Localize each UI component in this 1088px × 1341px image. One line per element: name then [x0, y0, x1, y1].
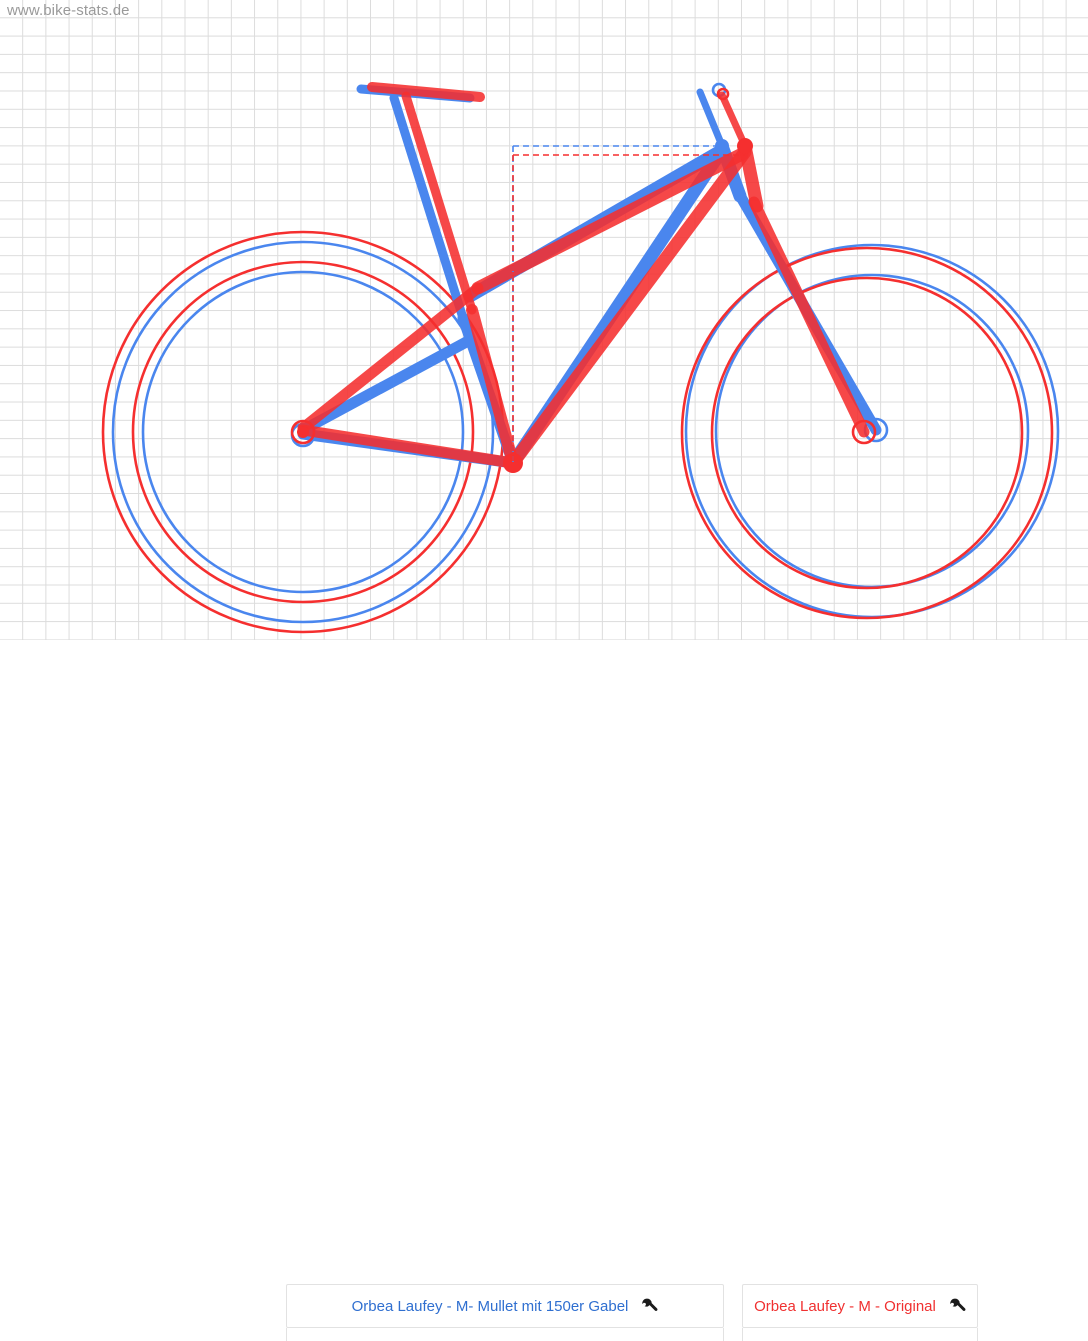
down-tube-red [506, 145, 752, 470]
seatstay-red [297, 282, 484, 434]
legend-strip [0, 640, 1088, 701]
frame-blue-group [290, 82, 889, 470]
legend-panel-row-2-right [742, 1328, 978, 1341]
rear-wheel-group [101, 230, 505, 634]
reference-lines-group [512, 145, 745, 463]
rear-wheel-inner-red [131, 260, 475, 604]
head-dot-blue [715, 139, 729, 153]
bb-dot-red [503, 453, 523, 473]
rear-wheel-outer-blue [111, 240, 495, 624]
head-dot-red [737, 138, 753, 154]
fork-red [748, 196, 870, 438]
stem-blue [696, 88, 727, 152]
head-tube-red [738, 139, 764, 213]
handlebar-red [716, 87, 730, 101]
front-hub-red [851, 419, 877, 445]
wrench-icon[interactable] [640, 1297, 658, 1315]
rear-hub-dot-red [297, 426, 309, 438]
front-wheel-group [680, 243, 1060, 620]
front-wheel-outer-red [680, 246, 1054, 620]
seat-tube-red [466, 304, 519, 469]
seatpost-blue [389, 93, 468, 323]
bike-overlay-drawing: .tubeA{stroke:#4a86ee;stroke-linecap:rou… [101, 82, 1060, 634]
front-wheel-inner-red [710, 276, 1024, 590]
chainstay-red [297, 424, 519, 469]
seatpost-red [401, 91, 477, 315]
legend-panel: Orbea Laufey - M- Mullet mit 150er Gabel… [0, 640, 1088, 1341]
top-tube-red [471, 147, 749, 295]
legend-item-bike-a[interactable]: Orbea Laufey - M- Mullet mit 150er Gabel [286, 1284, 724, 1328]
saddle-red [367, 82, 485, 102]
legend-item-bike-b-label: Orbea Laufey - M - Original [754, 1297, 936, 1315]
legend-item-bike-a-label: Orbea Laufey - M- Mullet mit 150er Gabel [351, 1297, 629, 1315]
rear-wheel-inner-blue [141, 270, 465, 594]
wrench-icon[interactable] [948, 1297, 966, 1315]
legend-item-bike-b[interactable]: Orbea Laufey - M - Original [742, 1284, 978, 1328]
watermark-text: www.bike-stats.de [7, 2, 130, 19]
frame-red-group [290, 82, 877, 473]
graph-paper-background [0, 0, 1088, 640]
seatstay-blue [297, 334, 476, 436]
legend-panel-row-2-left [286, 1328, 724, 1341]
rear-hub-red [290, 419, 316, 445]
